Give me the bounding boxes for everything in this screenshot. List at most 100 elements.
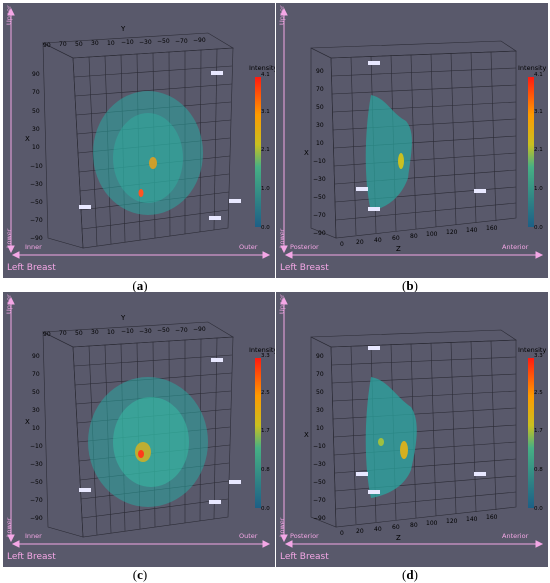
svg-text:140: 140 bbox=[466, 516, 478, 523]
panel-d-render: Intensity 3.3 2.5 1.7 0.8 0.0 X 90 70 50… bbox=[280, 296, 546, 548]
volume-blob-a bbox=[93, 91, 203, 215]
svg-text:70: 70 bbox=[316, 86, 324, 93]
colorbar-v3-c: 0.8 bbox=[261, 467, 270, 473]
hotspot-d1 bbox=[400, 441, 408, 459]
posterior-label-d: Posterior bbox=[290, 532, 319, 540]
axis-name-top-a: Y bbox=[120, 25, 126, 33]
axis-name-top-c: Y bbox=[120, 314, 126, 322]
outer-label-a: Outer bbox=[239, 243, 258, 251]
svg-text:10: 10 bbox=[107, 329, 115, 336]
orientation-arrows-a bbox=[7, 7, 271, 259]
svg-text:−10: −10 bbox=[121, 328, 134, 335]
left-ticks-a: 90 70 50 30 10 −10 −30 −50 −70 −90 bbox=[30, 71, 43, 242]
colorbar-title-b: Intensity bbox=[518, 64, 546, 72]
panel-c: Intensity 3.3 2.5 1.7 0.8 0.0 Y 90 70 50… bbox=[3, 292, 275, 567]
lower-label-a: Lower bbox=[5, 228, 13, 248]
svg-text:−30: −30 bbox=[30, 181, 43, 188]
svg-text:−90: −90 bbox=[313, 230, 326, 237]
footer-label-a: Left Breast bbox=[7, 263, 56, 273]
svg-text:0: 0 bbox=[340, 530, 344, 537]
colorbar-v2-d: 1.7 bbox=[534, 428, 543, 434]
svg-text:30: 30 bbox=[91, 329, 99, 336]
svg-text:−30: −30 bbox=[139, 39, 152, 46]
footer-label-d: Left Breast bbox=[280, 552, 329, 562]
panel-a: Intensity 4.1 3.1 2.1 1.0 0.0 Y 90 70 50… bbox=[3, 3, 275, 278]
caption-d: (d) bbox=[402, 567, 418, 582]
marker-c4 bbox=[209, 500, 221, 504]
svg-text:60: 60 bbox=[392, 524, 400, 531]
svg-text:70: 70 bbox=[59, 41, 67, 48]
left-ticks-b: 90 70 50 30 10 −10 −30 −50 −70 −90 bbox=[313, 68, 326, 237]
upper-label-b: Upper bbox=[278, 5, 286, 25]
outer-label-c: Outer bbox=[239, 532, 258, 540]
axis-name-left-a: X bbox=[25, 135, 30, 143]
svg-text:−90: −90 bbox=[30, 515, 43, 522]
colorbar-v3-d: 0.8 bbox=[534, 467, 543, 473]
svg-text:30: 30 bbox=[32, 407, 40, 414]
svg-text:−70: −70 bbox=[30, 217, 43, 224]
colorbar-v3-a: 1.0 bbox=[261, 186, 270, 192]
colorbar-b bbox=[528, 77, 534, 227]
colorbar-v4-a: 0.0 bbox=[261, 225, 270, 231]
svg-text:−70: −70 bbox=[30, 497, 43, 504]
svg-text:−90: −90 bbox=[193, 37, 206, 44]
colorbar-max-d: 3.3 bbox=[534, 353, 543, 359]
footer-label-c: Left Breast bbox=[7, 552, 56, 562]
colorbar-v1-a: 3.1 bbox=[261, 109, 270, 115]
colorbar-v1-c: 2.5 bbox=[261, 390, 270, 396]
marker-a3 bbox=[229, 199, 241, 203]
svg-text:50: 50 bbox=[316, 104, 324, 111]
svg-text:90: 90 bbox=[43, 331, 51, 338]
svg-text:10: 10 bbox=[32, 144, 40, 151]
svg-text:−90: −90 bbox=[30, 235, 43, 242]
svg-text:70: 70 bbox=[316, 371, 324, 378]
marker-d2 bbox=[356, 472, 368, 476]
grid-box-b bbox=[310, 40, 517, 239]
axis-name-left-c: X bbox=[25, 418, 30, 426]
svg-text:50: 50 bbox=[75, 330, 83, 337]
svg-text:90: 90 bbox=[316, 353, 324, 360]
svg-text:30: 30 bbox=[316, 122, 324, 129]
svg-text:70: 70 bbox=[32, 371, 40, 378]
lower-label-c: Lower bbox=[5, 517, 13, 537]
svg-text:−70: −70 bbox=[313, 497, 326, 504]
svg-text:30: 30 bbox=[32, 126, 40, 133]
svg-text:160: 160 bbox=[486, 225, 498, 232]
svg-text:−10: −10 bbox=[30, 443, 43, 450]
svg-text:−30: −30 bbox=[313, 176, 326, 183]
lower-label-d: Lower bbox=[278, 517, 286, 537]
svg-text:50: 50 bbox=[32, 108, 40, 115]
colorbar-d bbox=[528, 358, 534, 508]
panel-a-render: Intensity 4.1 3.1 2.1 1.0 0.0 Y 90 70 50… bbox=[7, 7, 275, 259]
svg-text:90: 90 bbox=[316, 68, 324, 75]
colorbar-c bbox=[255, 358, 261, 508]
grid-box-d bbox=[310, 329, 517, 528]
svg-text:0: 0 bbox=[340, 241, 344, 248]
svg-text:10: 10 bbox=[32, 425, 40, 432]
anterior-label-d: Anterior bbox=[502, 532, 529, 540]
svg-text:−30: −30 bbox=[30, 461, 43, 468]
svg-text:80: 80 bbox=[410, 233, 418, 240]
volume-blob-d bbox=[365, 377, 417, 498]
svg-text:−50: −50 bbox=[30, 199, 43, 206]
colorbar-v2-b: 2.1 bbox=[534, 147, 543, 153]
colorbar-title-d: Intensity bbox=[518, 346, 546, 354]
svg-text:−10: −10 bbox=[313, 443, 326, 450]
svg-text:120: 120 bbox=[446, 229, 458, 236]
marker-c2 bbox=[79, 488, 91, 492]
bottom-ticks-d: 0 20 40 60 80 100 120 140 160 bbox=[340, 514, 498, 537]
svg-text:−10: −10 bbox=[30, 163, 43, 170]
svg-text:70: 70 bbox=[59, 330, 67, 337]
marker-b2 bbox=[356, 187, 368, 191]
svg-text:−50: −50 bbox=[157, 38, 170, 45]
inner-label-a: Inner bbox=[25, 243, 42, 251]
colorbar-v1-b: 3.1 bbox=[534, 109, 543, 115]
svg-text:−50: −50 bbox=[313, 479, 326, 486]
marker-a4 bbox=[209, 216, 221, 220]
svg-text:100: 100 bbox=[426, 231, 438, 238]
marker-b4 bbox=[474, 189, 486, 193]
hotspot-a1 bbox=[149, 157, 157, 169]
marker-a1 bbox=[211, 71, 223, 75]
inner-label-c: Inner bbox=[25, 532, 42, 540]
axis-name-bottom-b: Z bbox=[396, 245, 401, 253]
